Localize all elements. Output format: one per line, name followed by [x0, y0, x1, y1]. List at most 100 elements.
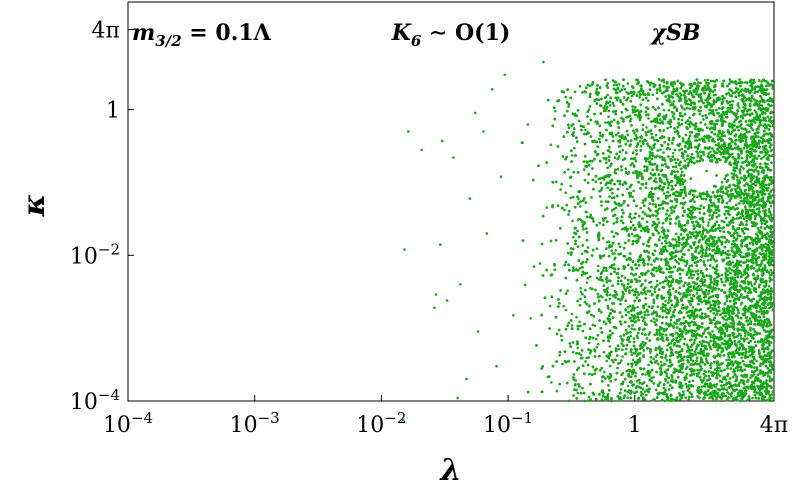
data-point — [727, 295, 731, 299]
data-point — [403, 248, 406, 251]
data-point — [593, 99, 597, 103]
data-point — [586, 399, 589, 403]
data-point — [740, 251, 743, 254]
data-point — [617, 83, 621, 86]
data-point — [407, 130, 410, 133]
data-point — [674, 222, 677, 225]
data-point — [731, 364, 735, 367]
data-point — [702, 197, 705, 201]
data-point — [678, 148, 681, 152]
data-point — [663, 81, 666, 84]
data-point — [618, 361, 622, 365]
data-point — [736, 176, 739, 179]
data-point — [709, 150, 712, 154]
data-point — [439, 243, 442, 246]
data-point — [647, 251, 651, 254]
data-point — [710, 201, 713, 204]
data-point — [737, 136, 741, 139]
data-point — [582, 160, 586, 163]
data-point — [616, 279, 620, 283]
data-point — [725, 358, 728, 362]
data-point — [766, 163, 769, 166]
data-point — [586, 246, 590, 249]
data-point — [712, 93, 716, 97]
data-point — [654, 108, 657, 111]
data-point — [691, 306, 695, 309]
data-point — [655, 266, 658, 270]
data-point — [660, 242, 664, 245]
data-point — [700, 244, 703, 247]
data-point — [705, 169, 708, 173]
data-point — [771, 199, 774, 203]
data-point — [755, 207, 759, 211]
data-point — [639, 206, 642, 210]
data-point — [701, 361, 705, 364]
data-point — [720, 273, 724, 277]
data-point — [632, 308, 636, 312]
data-point — [526, 123, 530, 126]
data-point — [740, 301, 744, 304]
data-point — [645, 126, 648, 129]
data-point — [567, 105, 570, 108]
data-point — [585, 356, 588, 360]
data-point — [743, 205, 747, 208]
data-point — [577, 197, 580, 201]
data-point — [680, 104, 683, 107]
data-point — [569, 184, 572, 188]
data-point — [757, 125, 760, 129]
data-point — [700, 326, 704, 329]
data-point — [610, 196, 614, 200]
data-point — [731, 397, 735, 401]
data-point — [726, 367, 729, 370]
data-point — [621, 348, 624, 352]
data-point — [651, 93, 655, 96]
data-point — [401, 418, 405, 422]
data-point — [596, 93, 599, 97]
data-point — [658, 118, 662, 121]
data-point — [589, 335, 592, 339]
data-point — [771, 399, 774, 403]
data-point — [558, 382, 561, 386]
data-point — [743, 363, 746, 366]
data-point — [584, 128, 587, 132]
data-point — [604, 121, 607, 124]
data-point — [659, 360, 663, 364]
data-point — [606, 93, 609, 97]
data-point — [714, 143, 718, 147]
data-point — [694, 270, 697, 273]
data-point — [529, 317, 532, 320]
data-point — [741, 116, 745, 120]
data-point — [759, 123, 762, 127]
data-point — [662, 151, 665, 154]
data-point — [690, 146, 693, 149]
data-point — [630, 232, 634, 236]
data-point — [655, 279, 659, 283]
data-point — [746, 198, 749, 201]
data-point — [767, 207, 771, 211]
data-point — [641, 346, 644, 349]
data-point — [653, 287, 656, 291]
data-point — [576, 346, 580, 350]
data-point — [662, 108, 666, 112]
data-point — [619, 388, 623, 391]
data-point — [699, 81, 702, 85]
data-point — [704, 335, 708, 339]
data-point — [768, 375, 771, 379]
data-point — [755, 359, 758, 363]
data-point — [566, 289, 569, 293]
data-point — [661, 202, 664, 205]
data-point — [641, 388, 645, 391]
data-point — [758, 114, 762, 117]
data-point — [631, 358, 635, 362]
data-point — [647, 117, 650, 120]
data-point — [683, 159, 687, 163]
data-point — [549, 143, 553, 147]
data-point — [603, 370, 606, 374]
data-point — [567, 168, 570, 171]
data-point — [761, 326, 765, 329]
data-point — [746, 337, 749, 340]
data-point — [440, 139, 444, 143]
data-point — [650, 379, 653, 383]
data-point — [585, 281, 589, 284]
data-point — [699, 269, 703, 273]
